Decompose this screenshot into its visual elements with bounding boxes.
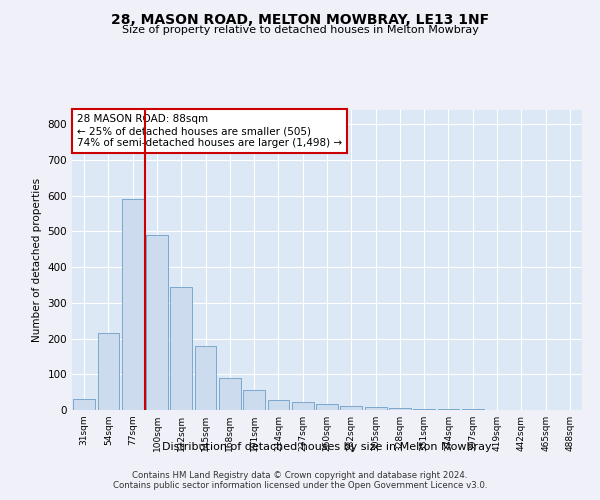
Bar bbox=[170, 287, 192, 410]
Bar bbox=[97, 333, 119, 410]
Bar bbox=[292, 402, 314, 410]
Bar bbox=[219, 378, 241, 410]
Bar bbox=[316, 404, 338, 410]
Bar bbox=[268, 400, 289, 410]
Bar bbox=[389, 408, 411, 410]
Bar bbox=[73, 400, 95, 410]
Bar bbox=[122, 200, 143, 410]
Bar bbox=[243, 390, 265, 410]
Text: Contains public sector information licensed under the Open Government Licence v3: Contains public sector information licen… bbox=[113, 481, 487, 490]
Bar bbox=[146, 235, 168, 410]
Text: 28 MASON ROAD: 88sqm
← 25% of detached houses are smaller (505)
74% of semi-deta: 28 MASON ROAD: 88sqm ← 25% of detached h… bbox=[77, 114, 342, 148]
Bar bbox=[413, 408, 435, 410]
Text: Size of property relative to detached houses in Melton Mowbray: Size of property relative to detached ho… bbox=[122, 25, 478, 35]
Bar bbox=[437, 409, 460, 410]
Text: 28, MASON ROAD, MELTON MOWBRAY, LE13 1NF: 28, MASON ROAD, MELTON MOWBRAY, LE13 1NF bbox=[111, 12, 489, 26]
Bar bbox=[365, 407, 386, 410]
Bar bbox=[194, 346, 217, 410]
Text: Contains HM Land Registry data © Crown copyright and database right 2024.: Contains HM Land Registry data © Crown c… bbox=[132, 471, 468, 480]
Text: Distribution of detached houses by size in Melton Mowbray: Distribution of detached houses by size … bbox=[162, 442, 492, 452]
Y-axis label: Number of detached properties: Number of detached properties bbox=[32, 178, 42, 342]
Bar bbox=[340, 406, 362, 410]
